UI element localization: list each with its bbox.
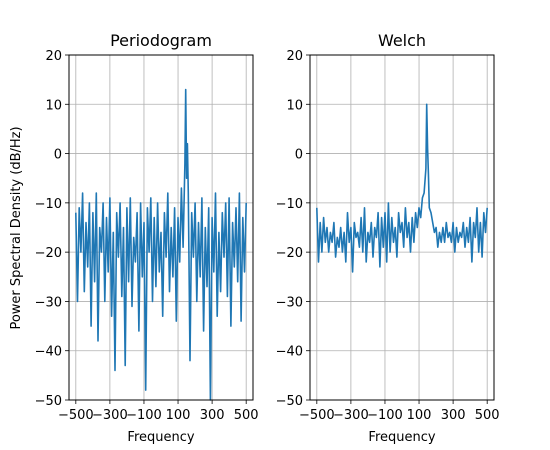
welch-xticks: −500−300−100 100 300 500 bbox=[299, 400, 500, 423]
x-tick-label: 300 bbox=[200, 408, 225, 423]
x-tick-label: −300 bbox=[92, 408, 128, 423]
welch-axes-frame bbox=[309, 54, 495, 401]
welch-yticks: −50 −40 −30 −20 −10 0 10 20 bbox=[276, 49, 310, 409]
y-tick-label: 0 bbox=[295, 148, 303, 163]
y-tick-label: 10 bbox=[45, 98, 62, 113]
x-tick-label: −100 bbox=[367, 408, 403, 423]
y-tick-label: −40 bbox=[276, 345, 303, 360]
y-tick-label: −20 bbox=[35, 246, 62, 261]
y-tick-label: −20 bbox=[276, 246, 303, 261]
welch-title: Welch bbox=[378, 31, 426, 50]
y-tick-label: −10 bbox=[35, 197, 62, 212]
welch-series-line bbox=[316, 103, 488, 273]
periodogram-xticks: −500−300−100 100 300 500 bbox=[58, 400, 259, 423]
y-tick-label: −30 bbox=[276, 295, 303, 310]
periodogram-series-line bbox=[75, 88, 247, 401]
periodogram-yticks: −50 −40 −30 −20 −10 0 10 20 bbox=[35, 49, 69, 409]
periodogram-axes-frame bbox=[68, 54, 254, 401]
x-tick-label: 300 bbox=[441, 408, 466, 423]
y-tick-label: 10 bbox=[286, 98, 303, 113]
y-tick-label: 20 bbox=[286, 49, 303, 64]
y-tick-label: −50 bbox=[35, 394, 62, 409]
x-tick-label: 100 bbox=[407, 408, 432, 423]
y-tick-label: −30 bbox=[35, 295, 62, 310]
x-tick-label: −300 bbox=[333, 408, 369, 423]
y-tick-label: −40 bbox=[35, 345, 62, 360]
periodogram-panel: −500−300−100 100 300 500 −50−40−30−20−10010… bbox=[35, 31, 259, 445]
x-tick-label: 500 bbox=[475, 408, 500, 423]
y-tick-label: 0 bbox=[54, 148, 62, 163]
periodogram-title: Periodogram bbox=[110, 31, 212, 50]
periodogram-xlabel: Frequency bbox=[127, 430, 194, 445]
welch-xlabel: Frequency bbox=[368, 430, 435, 445]
y-axis-label: Power Spectral Density (dB/Hz) bbox=[9, 126, 24, 329]
x-tick-label: −500 bbox=[58, 408, 94, 423]
x-tick-label: −500 bbox=[299, 408, 335, 423]
y-tick-label: −10 bbox=[276, 197, 303, 212]
x-tick-label: 500 bbox=[234, 408, 259, 423]
welch-panel: −500−300−100 100 300 500 −50−40−30−20−10010… bbox=[276, 31, 500, 445]
y-tick-label: 20 bbox=[45, 49, 62, 64]
y-tick-label: −50 bbox=[276, 394, 303, 409]
x-tick-label: −100 bbox=[126, 408, 162, 423]
x-tick-label: 100 bbox=[166, 408, 191, 423]
